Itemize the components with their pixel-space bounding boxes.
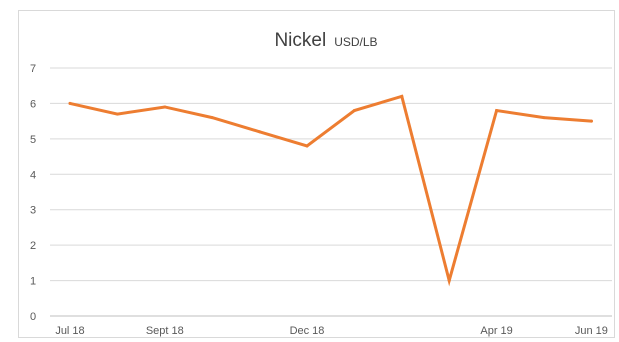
y-tick-label: 5 — [30, 134, 36, 146]
data-point — [210, 116, 214, 120]
data-point — [115, 112, 119, 116]
data-point — [589, 119, 593, 123]
y-tick-label: 7 — [30, 63, 36, 75]
y-tick-label: 4 — [30, 169, 36, 181]
x-tick-label: Dec 18 — [290, 325, 325, 337]
data-point — [258, 130, 262, 134]
data-point — [495, 109, 499, 113]
y-tick-label: 1 — [30, 276, 36, 288]
series-layer — [68, 94, 593, 287]
data-point — [542, 116, 546, 120]
y-tick-label: 3 — [30, 205, 36, 217]
data-point — [447, 279, 451, 283]
y-axis-ticks: 0 1 2 3 4 5 6 7 — [30, 63, 36, 323]
data-point — [400, 94, 404, 98]
x-tick-label: Sept 18 — [146, 325, 184, 337]
data-point — [352, 109, 356, 113]
chart-title-unit: USD/LB — [334, 35, 377, 49]
y-tick-label: 2 — [30, 240, 36, 252]
x-axis-ticks: Jul 18 Sept 18 Dec 18 Apr 19 Jun 19 — [55, 325, 608, 337]
x-tick-label: Jun 19 — [575, 325, 608, 337]
x-tick-label: Jul 18 — [55, 325, 84, 337]
data-point — [163, 105, 167, 109]
gridlines — [50, 67, 612, 317]
series-line-0 — [68, 94, 593, 287]
y-tick-label: 6 — [30, 98, 36, 110]
y-tick-label: 0 — [30, 311, 36, 323]
data-point — [305, 144, 309, 148]
chart-title: Nickel USD/LB — [274, 30, 377, 51]
data-point — [68, 101, 72, 105]
x-tick-label: Apr 19 — [480, 325, 512, 337]
chart-title-main: Nickel — [274, 30, 326, 51]
